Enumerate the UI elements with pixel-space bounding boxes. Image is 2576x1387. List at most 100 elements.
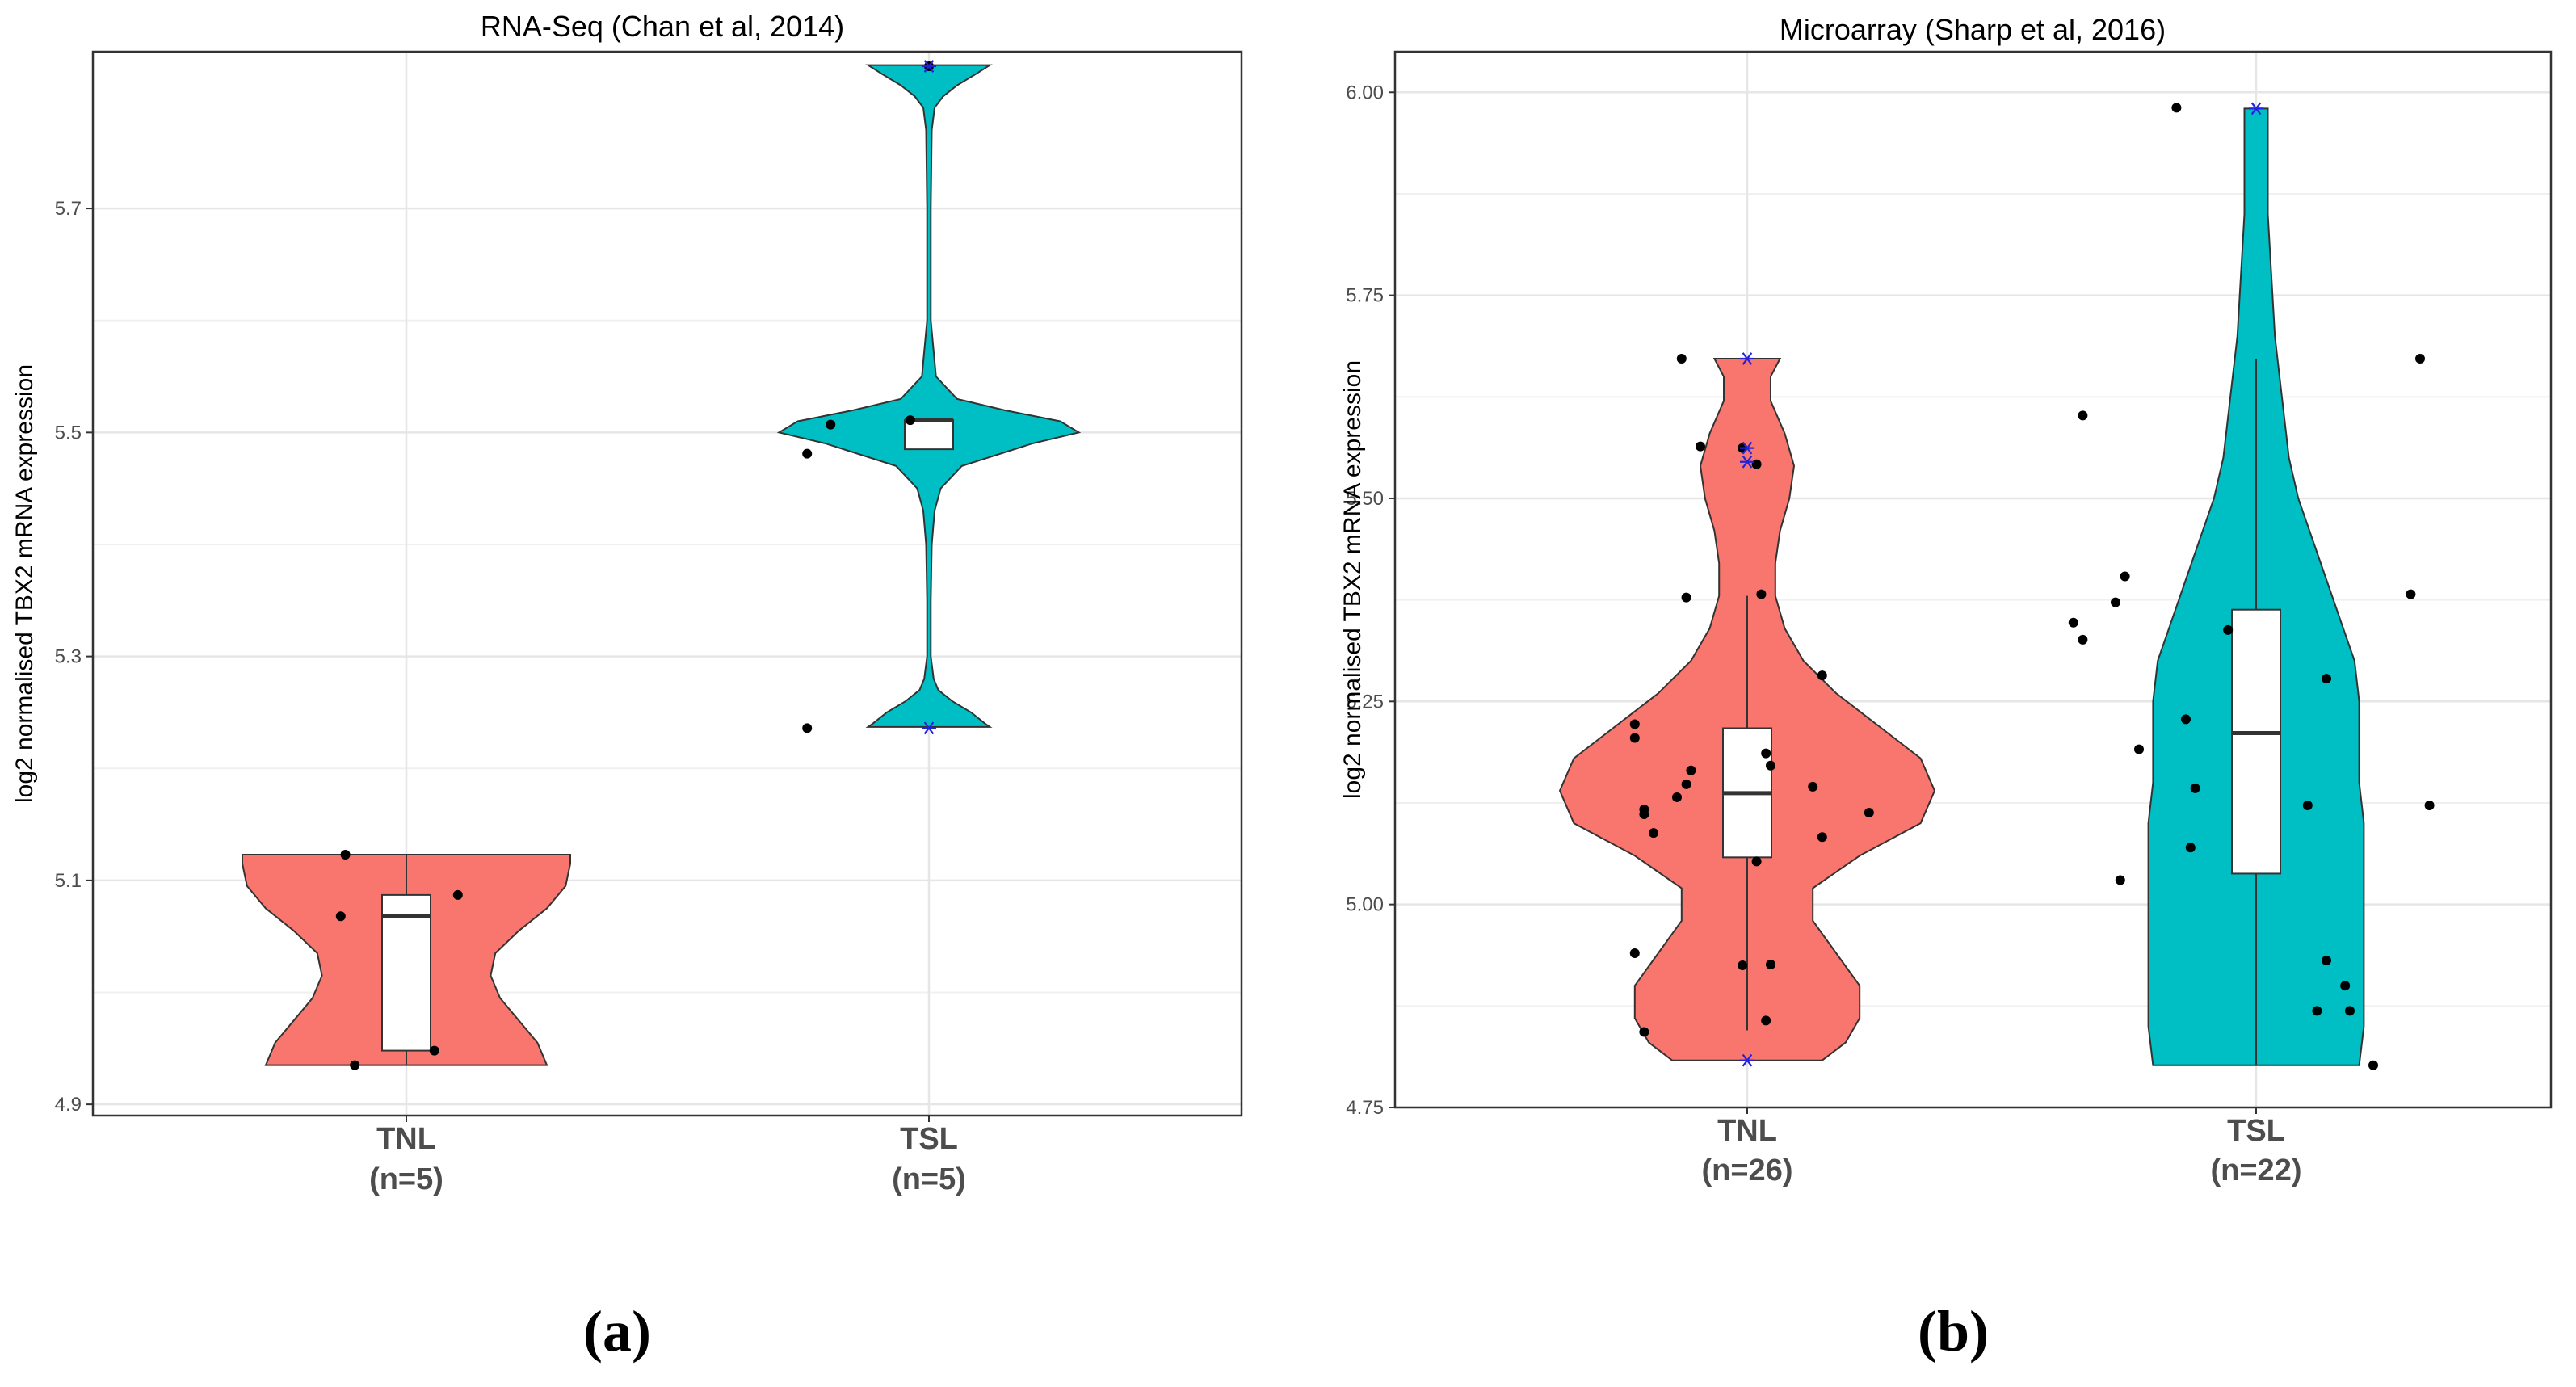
x-category-label: TSL <box>2227 1114 2285 1148</box>
data-point <box>1766 960 1775 970</box>
data-point <box>1629 733 1640 743</box>
y-tick-label: 5.00 <box>1346 894 1384 916</box>
data-point <box>2111 597 2120 607</box>
x-category-label: TSL <box>900 1122 958 1156</box>
plot-area <box>93 52 1242 1116</box>
data-point <box>826 419 836 430</box>
chart-title: Microarray (Sharp et al, 2016) <box>1780 13 2166 46</box>
outlier-marker <box>1740 441 1754 455</box>
x-category-count: (n=5) <box>892 1162 966 1196</box>
y-axis-label: log2 normalised TBX2 mRNA expression <box>1339 360 1366 799</box>
data-point <box>1696 441 1705 452</box>
data-point <box>1738 960 1748 971</box>
data-point <box>2223 624 2234 635</box>
box-tsl <box>904 419 954 451</box>
data-point <box>1751 459 1762 469</box>
outlier-stroke <box>1742 352 1753 365</box>
outlier-stroke <box>923 60 935 73</box>
outlier-stroke <box>1742 455 1753 469</box>
data-point <box>1672 792 1682 802</box>
panel-a: 4.9 5.1 5.3 5.5 5.7 TNL (n=5) TSL (n=5) RNA-Seq (… <box>11 10 1243 1364</box>
y-tick-label: 4.75 <box>1346 1097 1384 1119</box>
data-point <box>1681 592 1691 603</box>
data-point <box>429 1045 439 1056</box>
data-point <box>1686 765 1696 775</box>
y-tick-label: 5.25 <box>1346 691 1384 712</box>
data-point <box>2302 800 2313 810</box>
outlier-stroke <box>1742 1053 1753 1067</box>
box-tnl <box>381 893 431 1052</box>
outlier-marker <box>922 721 936 735</box>
x-category-count: (n=26) <box>1702 1154 1793 1187</box>
data-point <box>2068 617 2078 628</box>
data-point <box>2190 783 2200 793</box>
outlier-marker <box>2249 102 2263 116</box>
x-category-label: TNL <box>1717 1114 1777 1148</box>
data-point <box>1629 719 1640 729</box>
outlier-stroke <box>1742 441 1753 455</box>
data-point <box>802 448 813 459</box>
data-point <box>802 723 813 733</box>
data-point <box>340 849 351 860</box>
data-point <box>2322 674 2331 684</box>
data-point <box>2181 714 2191 725</box>
data-point <box>2340 981 2351 991</box>
data-point <box>2078 410 2088 421</box>
y-tick-label: 5.7 <box>55 198 82 220</box>
data-point <box>2424 800 2435 810</box>
data-point <box>1817 670 1827 681</box>
data-point <box>1629 948 1640 958</box>
panel-label: (b) <box>1918 1299 1989 1364</box>
y-tick-label: 4.9 <box>55 1094 82 1116</box>
data-point <box>335 911 346 922</box>
box-tsl <box>2231 608 2281 875</box>
data-point <box>452 889 463 900</box>
data-point <box>2171 103 2182 113</box>
data-point <box>2120 571 2130 582</box>
data-point <box>1676 354 1687 364</box>
data-point <box>2185 843 2196 853</box>
data-point <box>1817 832 1827 843</box>
x-category-count: (n=5) <box>369 1162 443 1196</box>
data-point <box>1756 589 1767 599</box>
data-point <box>2134 744 2144 754</box>
data-point <box>1751 856 1762 867</box>
data-point <box>2406 589 2416 599</box>
x-category-count: (n=22) <box>2211 1154 2302 1187</box>
data-point <box>2078 634 2088 645</box>
outlier-marker <box>1740 1053 1754 1067</box>
data-point <box>1864 808 1874 818</box>
data-point <box>1649 828 1658 839</box>
data-point <box>1639 1027 1649 1037</box>
outlier-stroke <box>923 721 935 735</box>
data-point <box>2345 1006 2355 1016</box>
panel-b: 4.75 5.00 5.25 5.50 5.75 6.00 TNL (n=26) TSL (n=2… <box>1339 13 2553 1364</box>
x-category-label: TNL <box>376 1122 436 1156</box>
data-point <box>2368 1060 2378 1070</box>
y-tick-label: 5.75 <box>1346 285 1384 307</box>
data-point <box>350 1060 360 1070</box>
data-point <box>1639 805 1649 815</box>
data-point <box>1808 781 1818 792</box>
panel-label: (a) <box>583 1299 651 1364</box>
plot-border <box>91 50 1243 1117</box>
data-point <box>905 415 915 426</box>
outlier-marker <box>1740 352 1754 365</box>
outlier-stroke <box>2250 102 2262 116</box>
plot-border <box>1393 50 2553 1109</box>
y-tick-label: 5.5 <box>55 422 82 443</box>
data-point <box>1761 748 1771 759</box>
plot-area <box>1395 52 2551 1107</box>
outlier-marker <box>1740 455 1754 469</box>
violin-tsl <box>776 64 1082 728</box>
y-tick-label: 5.3 <box>55 646 82 668</box>
y-tick-label: 5.1 <box>55 870 82 892</box>
data-point <box>2312 1006 2322 1016</box>
y-tick-label: 6.00 <box>1346 82 1384 103</box>
y-axis-label: log2 normalised TBX2 mRNA expression <box>11 364 38 803</box>
data-point <box>1761 1015 1771 1026</box>
data-point <box>1766 760 1775 771</box>
outlier-marker <box>922 60 936 73</box>
data-point <box>2322 956 2331 966</box>
